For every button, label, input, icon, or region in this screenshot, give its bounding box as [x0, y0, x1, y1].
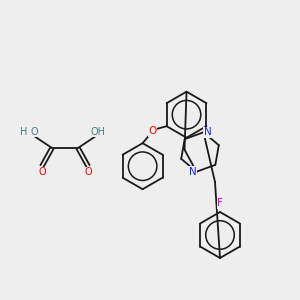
Text: O: O	[38, 167, 46, 177]
Text: O: O	[148, 126, 157, 136]
Text: O: O	[30, 127, 38, 137]
Text: OH: OH	[91, 127, 106, 137]
Text: N: N	[204, 127, 211, 137]
Text: H: H	[20, 127, 28, 137]
Text: F: F	[217, 198, 223, 208]
Text: O: O	[84, 167, 92, 177]
Text: N: N	[189, 167, 196, 177]
